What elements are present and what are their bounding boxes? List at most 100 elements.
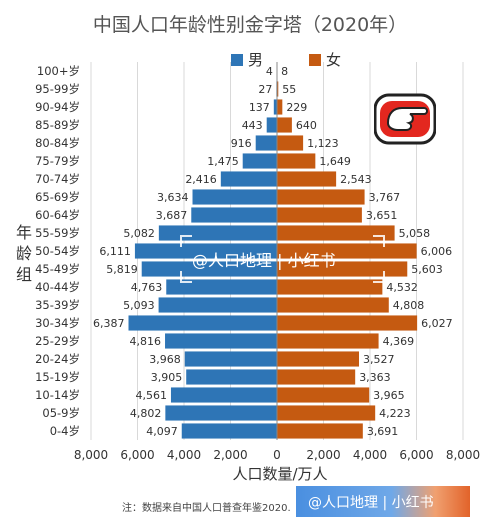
category-label: 25-29岁 [35,334,80,348]
bar-male [242,153,277,169]
data-label-female: 55 [282,83,296,96]
x-tick-label: 8,000 [74,448,108,462]
x-tick-label: 6,000 [399,448,433,462]
bar-male [192,189,277,205]
watermark-badge: @人口地理 | 小红书 [296,486,470,517]
data-label-female: 6,027 [421,317,453,330]
category-label: 85-89岁 [35,118,80,132]
data-label-female: 3,363 [359,371,391,384]
data-label-male: 27 [258,83,272,96]
data-label-female: 5,603 [411,263,443,276]
watermark-corner [180,271,192,283]
data-label-male: 916 [231,137,252,150]
pointing-hand-icon [373,93,437,145]
category-label: 10-14岁 [35,388,80,402]
category-label: 60-64岁 [35,208,80,222]
data-label-female: 640 [296,119,317,132]
bar-female [277,135,304,151]
bar-female [277,171,337,187]
data-label-female: 4,223 [379,407,411,420]
watermark-corner [373,271,385,283]
x-tick-label: 2,000 [213,448,247,462]
data-label-female: 1,649 [319,155,351,168]
bar-female [277,405,376,421]
bar-male [255,135,277,151]
data-label-male: 3,968 [149,353,181,366]
data-label-male: 1,475 [207,155,239,168]
bar-male [191,207,277,223]
bar-female [277,99,283,115]
bar-female [277,351,360,367]
bar-female [277,81,279,97]
data-label-female: 3,651 [366,209,398,222]
category-label: 05-9岁 [42,406,80,420]
bar-female [277,387,370,403]
data-label-female: 3,965 [373,389,405,402]
category-label: 80-84岁 [35,136,80,150]
bar-female [277,315,418,331]
x-tick-label: 2,000 [306,448,340,462]
watermark: @人口地理 | 小红书 [180,235,385,283]
data-label-male: 6,387 [93,317,125,330]
category-label: 20-24岁 [35,352,80,366]
bar-female [277,243,417,259]
bar-female [277,423,363,439]
data-label-male: 5,082 [123,227,155,240]
category-label: 70-74岁 [35,172,80,186]
bar-female [277,369,356,385]
data-label-female: 4,532 [386,281,418,294]
data-label-female: 6,006 [421,245,453,258]
bar-female [277,297,389,313]
data-label-male: 443 [242,119,263,132]
data-label-male: 4,097 [146,425,178,438]
x-tick-label: 4,000 [353,448,387,462]
bar-female [277,225,395,241]
category-label: 95-99岁 [35,82,80,96]
bar-male [166,279,277,295]
bar-male [134,243,277,259]
bar-male [158,297,277,313]
data-label-female: 3,767 [369,191,401,204]
bar-female [277,261,408,277]
data-label-male: 4,763 [131,281,163,294]
bar-male [181,423,277,439]
category-label: 75-79岁 [35,154,80,168]
data-label-male: 6,111 [99,245,131,258]
category-label: 100+岁 [37,64,80,78]
bar-male [165,405,277,421]
data-label-male: 5,819 [106,263,138,276]
data-label-male: 4,802 [130,407,162,420]
category-label: 50-54岁 [35,244,80,258]
bar-female [277,117,292,133]
bar-male [165,333,277,349]
legend-female-label: 女 [326,51,342,69]
legend-male: 男 [231,49,263,70]
legend-female: 女 [309,49,341,70]
data-label-male: 137 [249,101,270,114]
category-label: 65-69岁 [35,190,80,204]
data-label-male: 3,905 [151,371,183,384]
data-label-male: 3,634 [157,191,189,204]
category-label: 30-34岁 [35,316,80,330]
bar-female [277,189,365,205]
data-label-male: 2,416 [185,173,217,186]
data-label-female: 4,369 [383,335,415,348]
category-label: 40-44岁 [35,280,80,294]
source-note: 注：数据来自中国人口普查年鉴2020. [122,503,291,514]
data-label-male: 4,816 [130,335,162,348]
category-label: 45-49岁 [35,262,80,276]
legend-male-label: 男 [248,51,264,69]
bar-male [220,171,277,187]
legend-female-swatch [309,54,321,66]
x-tick-label: 4,000 [167,448,201,462]
x-tick-label: 0 [273,448,281,462]
data-label-female: 2,543 [340,173,372,186]
y-axis-title-char: 龄 [15,244,32,263]
data-label-female: 3,527 [363,353,395,366]
data-label-male: 4 [266,65,273,78]
watermark-badge-text: @人口地理 | 小红书 [308,495,434,511]
data-label-female: 1,123 [307,137,339,150]
watermark-text: @人口地理 | 小红书 [192,251,336,270]
x-tick-label: 8,000 [446,448,480,462]
